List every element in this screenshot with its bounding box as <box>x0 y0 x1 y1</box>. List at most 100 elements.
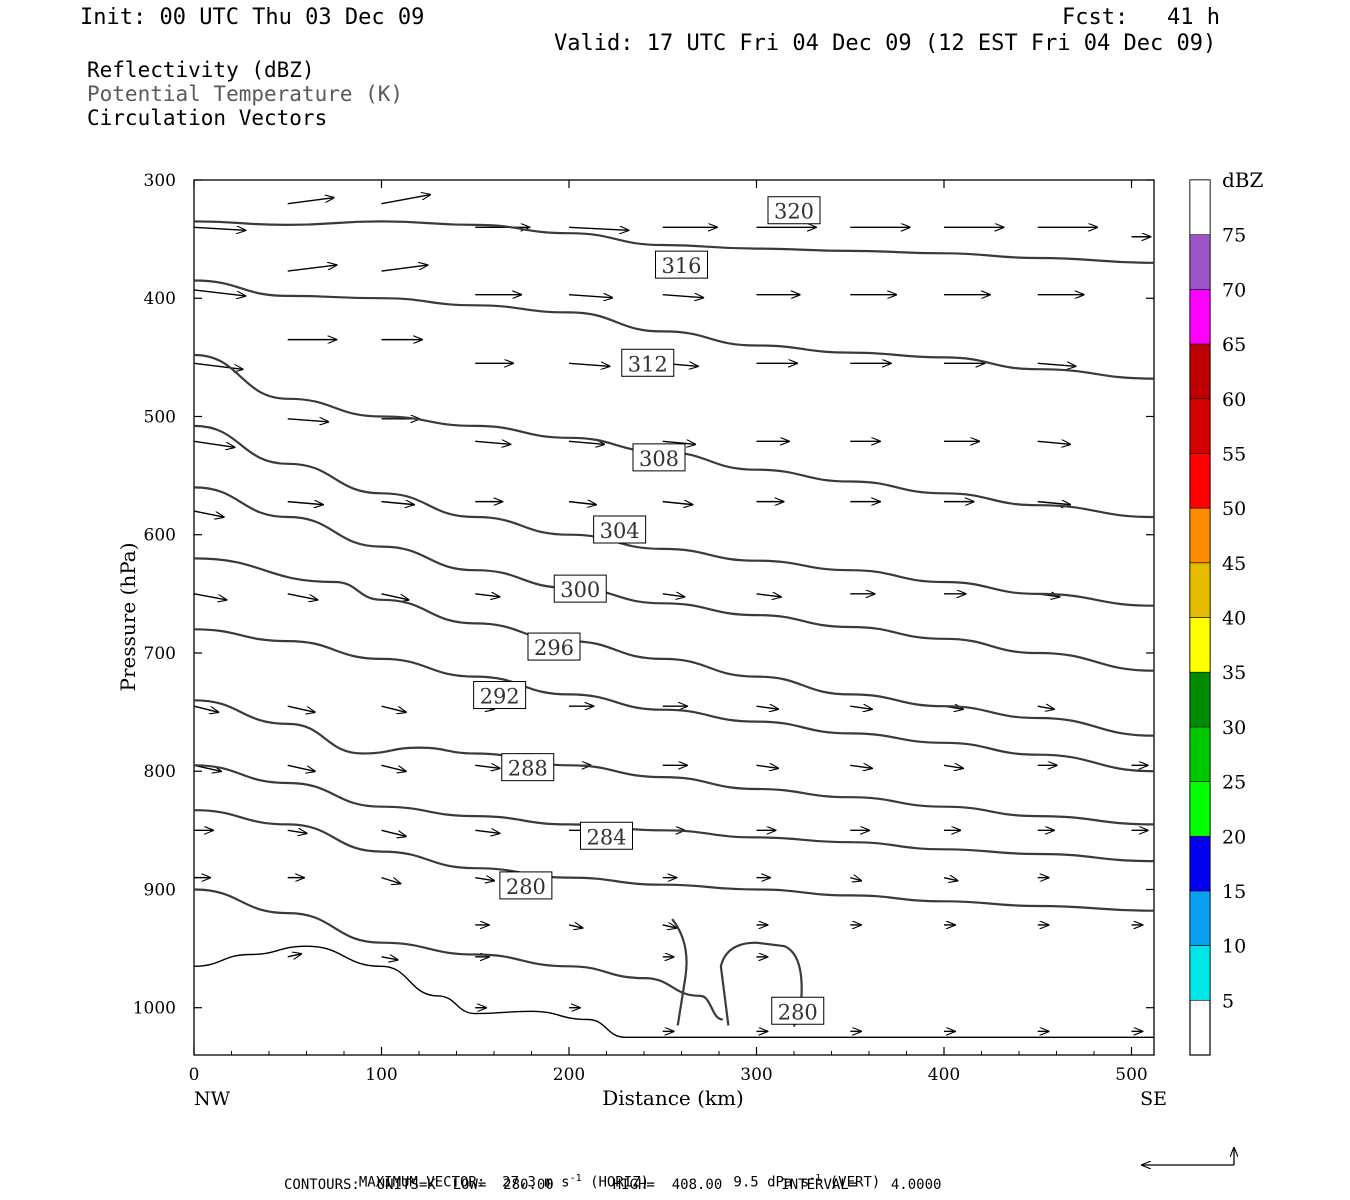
circulation-vector <box>662 295 704 298</box>
theta-label-box <box>621 348 675 377</box>
max-vector-info: MAXIMUM VECTOR: 27.3 m s-1 (HORIZ) 9.5 d… <box>342 1157 880 1191</box>
circulation-vector <box>193 440 235 447</box>
circulation-vector <box>381 195 431 205</box>
y-tick-label: 500 <box>144 407 176 427</box>
circulation-vector <box>475 594 499 597</box>
colorbar-bin <box>1189 562 1211 618</box>
theta-label-box <box>655 250 708 279</box>
circulation-vector <box>287 764 315 771</box>
horiz-value: 27.3 m s <box>502 1174 570 1191</box>
colorbar-bin <box>1189 507 1211 564</box>
theta-label-box <box>553 574 607 603</box>
colorbar-bin <box>1189 289 1211 345</box>
colorbar-bin <box>1189 343 1211 400</box>
x-tick-label: 300 <box>740 1065 772 1085</box>
circulation-vector <box>193 227 245 230</box>
theta-label-292: 292 <box>480 685 520 709</box>
circulation-vector <box>662 925 677 928</box>
circulation-vector <box>1037 706 1054 709</box>
theta-contour-320 <box>193 220 1155 264</box>
theta-contour-308 <box>193 424 1155 607</box>
colorbar-level-label: 45 <box>1222 553 1246 575</box>
circulation-vector <box>193 593 226 600</box>
theta-label-316: 316 <box>661 254 701 278</box>
circulation-vector <box>287 954 302 957</box>
theta-label-304: 304 <box>600 519 640 543</box>
circulation-vector <box>1037 502 1070 505</box>
theta-label-box <box>473 681 527 710</box>
y-tick-label: 300 <box>144 171 176 191</box>
colorbar-level-label: 20 <box>1222 826 1246 848</box>
max-vector-label: MAXIMUM VECTOR: <box>358 1174 486 1191</box>
x-tick-label: 400 <box>928 1065 960 1085</box>
plot-frame <box>193 179 1155 1056</box>
circulation-vector <box>475 765 499 768</box>
y-tick-label: 900 <box>144 880 176 900</box>
colorbar-level-label: 60 <box>1222 389 1246 411</box>
y-tick-label: 400 <box>144 289 176 309</box>
legend-reflectivity: Reflectivity (dBZ) <box>87 58 315 82</box>
reference-vector <box>1142 1148 1234 1165</box>
theta-label-320: 320 <box>774 200 814 224</box>
horiz-unit: (HORIZ) <box>590 1174 650 1191</box>
forecast-label: Fcst: <box>1062 5 1129 30</box>
x-end-label-left: NW <box>194 1088 231 1110</box>
theta-label-300: 300 <box>560 578 600 602</box>
y-tick-label: 800 <box>144 762 176 782</box>
circulation-vector <box>568 363 610 366</box>
colorbar-level-label: 30 <box>1222 717 1246 739</box>
x-tick-label: 0 <box>189 1065 200 1085</box>
theta-label-box <box>632 443 686 472</box>
colorbar-bin <box>1189 890 1211 946</box>
circulation-vector <box>381 764 406 771</box>
colorbar-level-label: 5 <box>1222 990 1234 1012</box>
x-tick-label: 100 <box>365 1065 397 1085</box>
y-tick-label: 700 <box>144 644 176 664</box>
horiz-exp: -1 <box>569 1173 582 1184</box>
colorbar-level-label: 50 <box>1222 498 1246 520</box>
circulation-vector <box>568 502 596 505</box>
valid-time: Valid: 17 UTC Fri 04 Dec 09 (12 EST Fri … <box>554 31 1217 56</box>
colorbar-bin <box>1189 617 1211 673</box>
circulation-vector <box>287 419 329 422</box>
y-tick-label: 600 <box>144 526 176 546</box>
circulation-vector <box>193 705 218 712</box>
reflectivity-contour <box>193 945 1154 1039</box>
circulation-vector <box>568 295 612 298</box>
theta-contour-296 <box>193 628 1155 773</box>
theta-label-box <box>767 196 821 225</box>
circulation-vector <box>568 227 628 230</box>
colorbar-level-label: 70 <box>1222 279 1246 301</box>
circulation-vector <box>475 830 499 833</box>
circulation-vector <box>287 830 307 833</box>
theta-contour-316 <box>193 279 1155 380</box>
circulation-vectors <box>193 195 1150 1032</box>
circulation-vector <box>287 265 337 272</box>
circulation-vector <box>193 289 245 296</box>
circulation-vector <box>381 265 428 272</box>
colorbar: 5 10 15 20 25 30 35 40 45 50 55 60 65 70 75 <box>1189 179 1246 1056</box>
theta-label-288: 288 <box>508 757 548 781</box>
theta-contour-300 <box>193 557 1155 737</box>
theta-label-box <box>499 871 553 900</box>
forecast-hour: 41 h <box>1167 5 1220 30</box>
circulation-vector <box>193 510 224 517</box>
theta-contour-284 <box>193 809 1155 912</box>
circulation-vector <box>381 593 409 600</box>
circulation-vector <box>381 876 401 884</box>
circulation-vector <box>568 925 583 928</box>
colorbar-bin <box>1189 835 1211 892</box>
theta-contour-312 <box>193 353 1155 519</box>
circulation-vector <box>756 765 779 768</box>
y-tick-label: 1000 <box>133 999 176 1019</box>
circulation-vector <box>850 765 872 768</box>
colorbar-bin <box>1189 453 1211 509</box>
vert-value: 9.5 dPa s <box>733 1174 810 1191</box>
circulation-vector <box>381 502 414 505</box>
vert-exp: -1 <box>809 1173 822 1184</box>
x-axis-title: Distance (km) <box>602 1086 744 1110</box>
circulation-vector <box>475 441 510 444</box>
colorbar-level-label: 75 <box>1222 225 1246 247</box>
circulation-vector <box>287 593 318 600</box>
circulation-vector <box>193 362 243 369</box>
